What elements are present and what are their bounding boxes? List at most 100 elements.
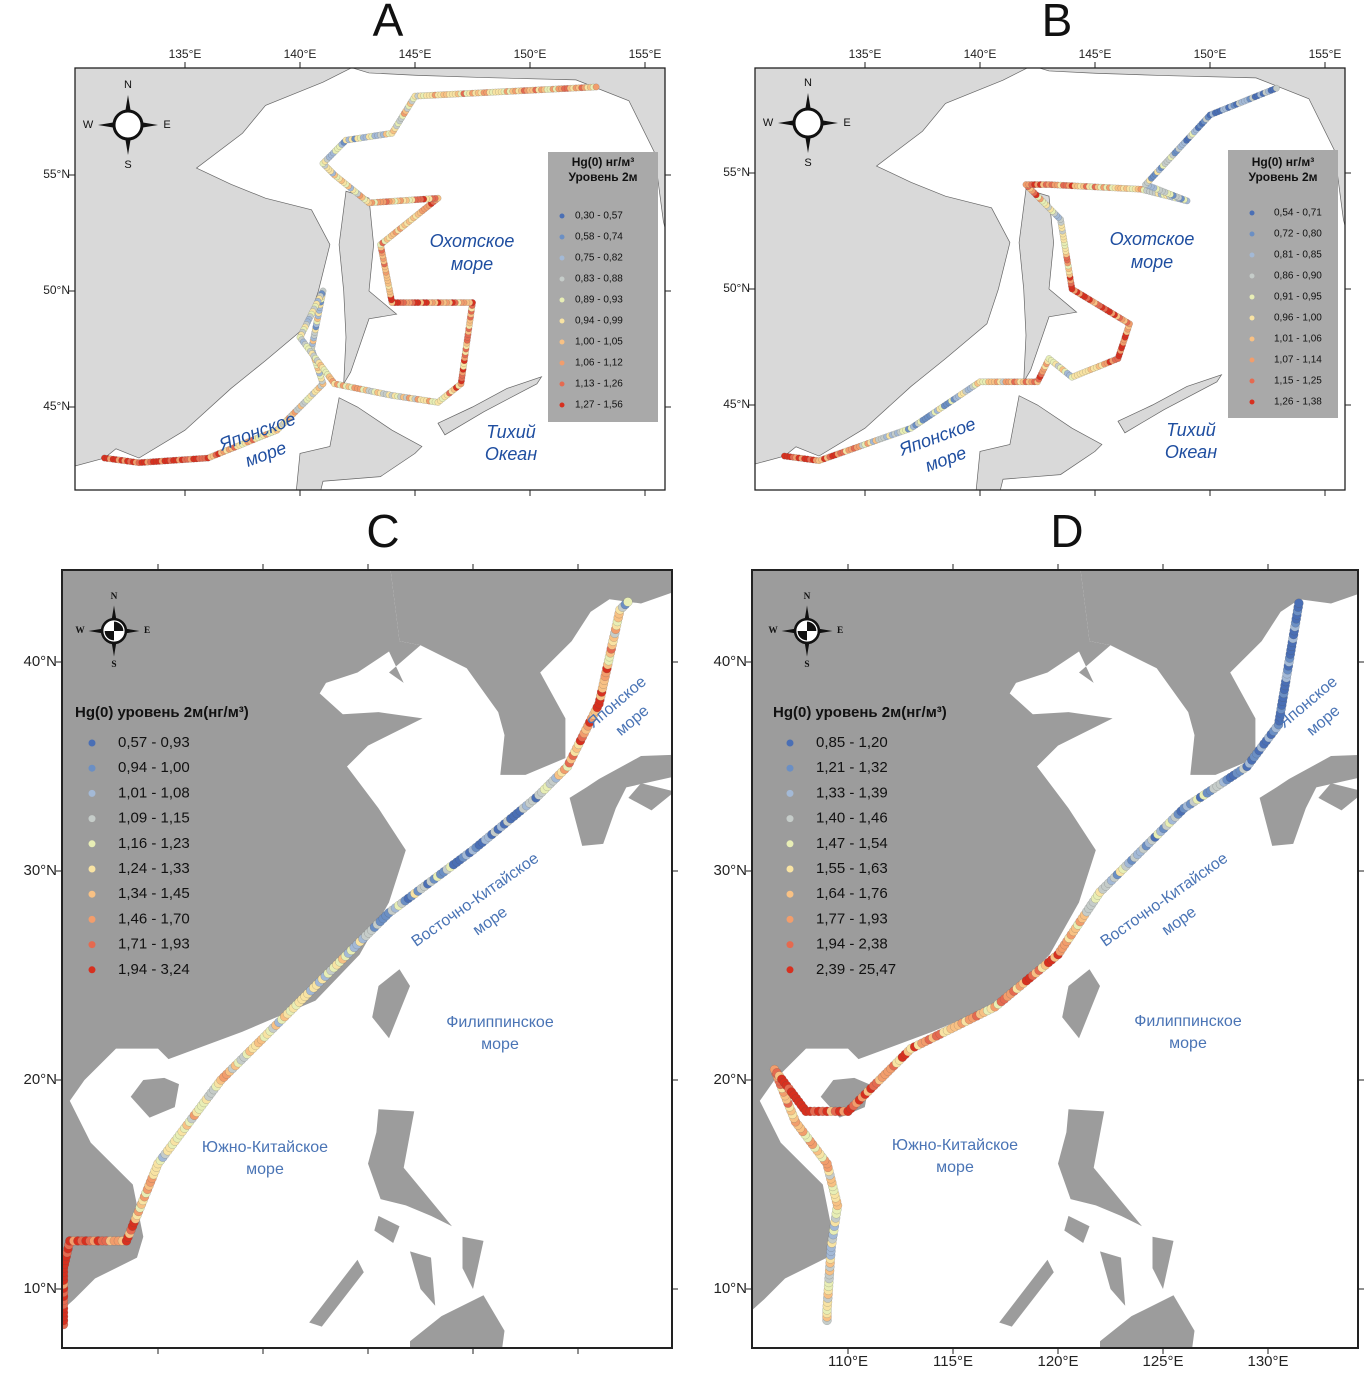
land (62, 570, 423, 1311)
legend-swatch (559, 318, 565, 324)
land (351, 68, 665, 230)
legend-title: Уровень 2м (568, 170, 637, 184)
land (975, 395, 1103, 490)
y-tick-label: 45°N (43, 399, 70, 413)
land (338, 190, 398, 384)
map-panel: C 40°N 30°N 20°N 10°N N S W E Hg(0) уровень 2м(нг… (23, 505, 678, 1354)
legend-box (1228, 150, 1338, 418)
sea-name: Филиппинское (1134, 1013, 1242, 1030)
sea-label: Охотское море (430, 231, 515, 274)
x-tick-label: 135°E (169, 47, 202, 61)
compass-letter: S (111, 660, 116, 670)
x-tick-label: 115°E (933, 1353, 973, 1370)
sea-name: море (481, 1036, 519, 1053)
legend-label: 1,06 - 1,12 (575, 358, 623, 369)
legend-label: 1,34 - 1,45 (118, 885, 190, 902)
compass-letter: N (111, 592, 118, 602)
legend-swatch (786, 865, 794, 873)
x-tick-label: 110°E (828, 1353, 868, 1370)
sea-name: Океан (1165, 442, 1217, 462)
sea-label: Филиппинское море (446, 1014, 554, 1053)
legend-label: 0,58 - 0,74 (575, 232, 623, 243)
track-point (623, 597, 633, 607)
land (755, 68, 1028, 465)
legend-label: 0,83 - 0,88 (575, 274, 623, 285)
panel-letter: D (1050, 505, 1083, 557)
legend-swatch (1249, 336, 1255, 342)
x-tick-label: 150°E (1194, 47, 1227, 61)
x-tick-label: 145°E (399, 47, 432, 61)
sea-name: Охотское (430, 231, 515, 251)
x-tick-label: 140°E (284, 47, 317, 61)
sea-name: море (451, 254, 493, 274)
legend-swatch (559, 339, 565, 345)
legend-title: Hg(0) нг/м³ (1252, 155, 1314, 169)
legend-swatch (786, 739, 794, 747)
y-tick-label: 40°N (713, 653, 747, 670)
map-frame (61, 569, 673, 1349)
legend-label: 1,01 - 1,08 (118, 784, 190, 801)
legend-label: 0,54 - 0,71 (1274, 208, 1322, 219)
legend-swatch (88, 789, 96, 797)
sea-name: Тихий (1166, 420, 1215, 440)
legend-label: 1,21 - 1,32 (816, 759, 888, 776)
legend-label: 1,46 - 1,70 (118, 910, 190, 927)
land (1117, 374, 1223, 434)
legend-label: 1,16 - 1,23 (118, 835, 190, 852)
compass-letter: E (163, 119, 170, 131)
land (628, 783, 672, 811)
land (1318, 783, 1358, 811)
y-tick-label: 55°N (43, 167, 70, 181)
y-tick-label: 50°N (43, 283, 70, 297)
y-tick-label: 30°N (23, 862, 57, 879)
legend-swatch (1249, 357, 1255, 363)
map-frame (754, 67, 1346, 491)
legend-label: 1,13 - 1,26 (575, 379, 623, 390)
legend-title: Уровень 2м (1248, 170, 1317, 184)
y-tick-label: 20°N (23, 1071, 57, 1088)
legend-title: Hg(0) нг/м³ (572, 155, 634, 169)
legend-title: Hg(0) уровень 2м(нг/м³) (773, 704, 947, 721)
compass-center (104, 621, 124, 641)
legend-label: 1,24 - 1,33 (118, 860, 190, 877)
legend-swatch (88, 966, 96, 974)
legend-label: 1,71 - 1,93 (118, 936, 190, 953)
legend-label: 1,33 - 1,39 (816, 784, 888, 801)
x-tick-label: 125°E (1142, 1353, 1183, 1370)
legend-swatch (786, 966, 794, 974)
map-frame (74, 67, 666, 491)
legend-label: 0,94 - 1,00 (118, 759, 190, 776)
legend-swatch (786, 915, 794, 923)
legend-swatch (786, 764, 794, 772)
compass: N S W E (75, 592, 150, 670)
y-tick-label: 40°N (23, 653, 57, 670)
land (1100, 1295, 1195, 1348)
sea-name: море (1131, 252, 1173, 272)
land (752, 570, 1113, 1311)
legend-label: 2,39 - 25,47 (816, 961, 896, 978)
compass-ring (112, 109, 144, 141)
compass-letter: E (837, 626, 843, 636)
land (1080, 570, 1358, 775)
legend-swatch (786, 840, 794, 848)
compass-letter: N (804, 592, 811, 602)
land (462, 1236, 484, 1289)
map-panel: D 110°E 115°E 120°E 125°E 130°E 40°N 30°N 20°N 10… (713, 505, 1364, 1370)
legend-swatch (88, 941, 96, 949)
land (1062, 969, 1100, 1039)
compass-center (797, 621, 817, 641)
legend-label: 0,85 - 1,20 (816, 734, 888, 751)
legend-swatch (559, 276, 565, 282)
land (372, 969, 410, 1039)
legend-label: 0,72 - 0,80 (1274, 229, 1322, 240)
compass-letter: S (124, 159, 131, 171)
sea-name: Тихий (486, 422, 535, 442)
legend-label: 0,57 - 0,93 (118, 734, 190, 751)
map-area (75, 68, 665, 490)
compass-letter: S (804, 157, 811, 169)
legend-swatch (88, 764, 96, 772)
land (75, 68, 352, 467)
legend-label: 1,94 - 3,24 (118, 961, 190, 978)
land (1038, 68, 1345, 228)
